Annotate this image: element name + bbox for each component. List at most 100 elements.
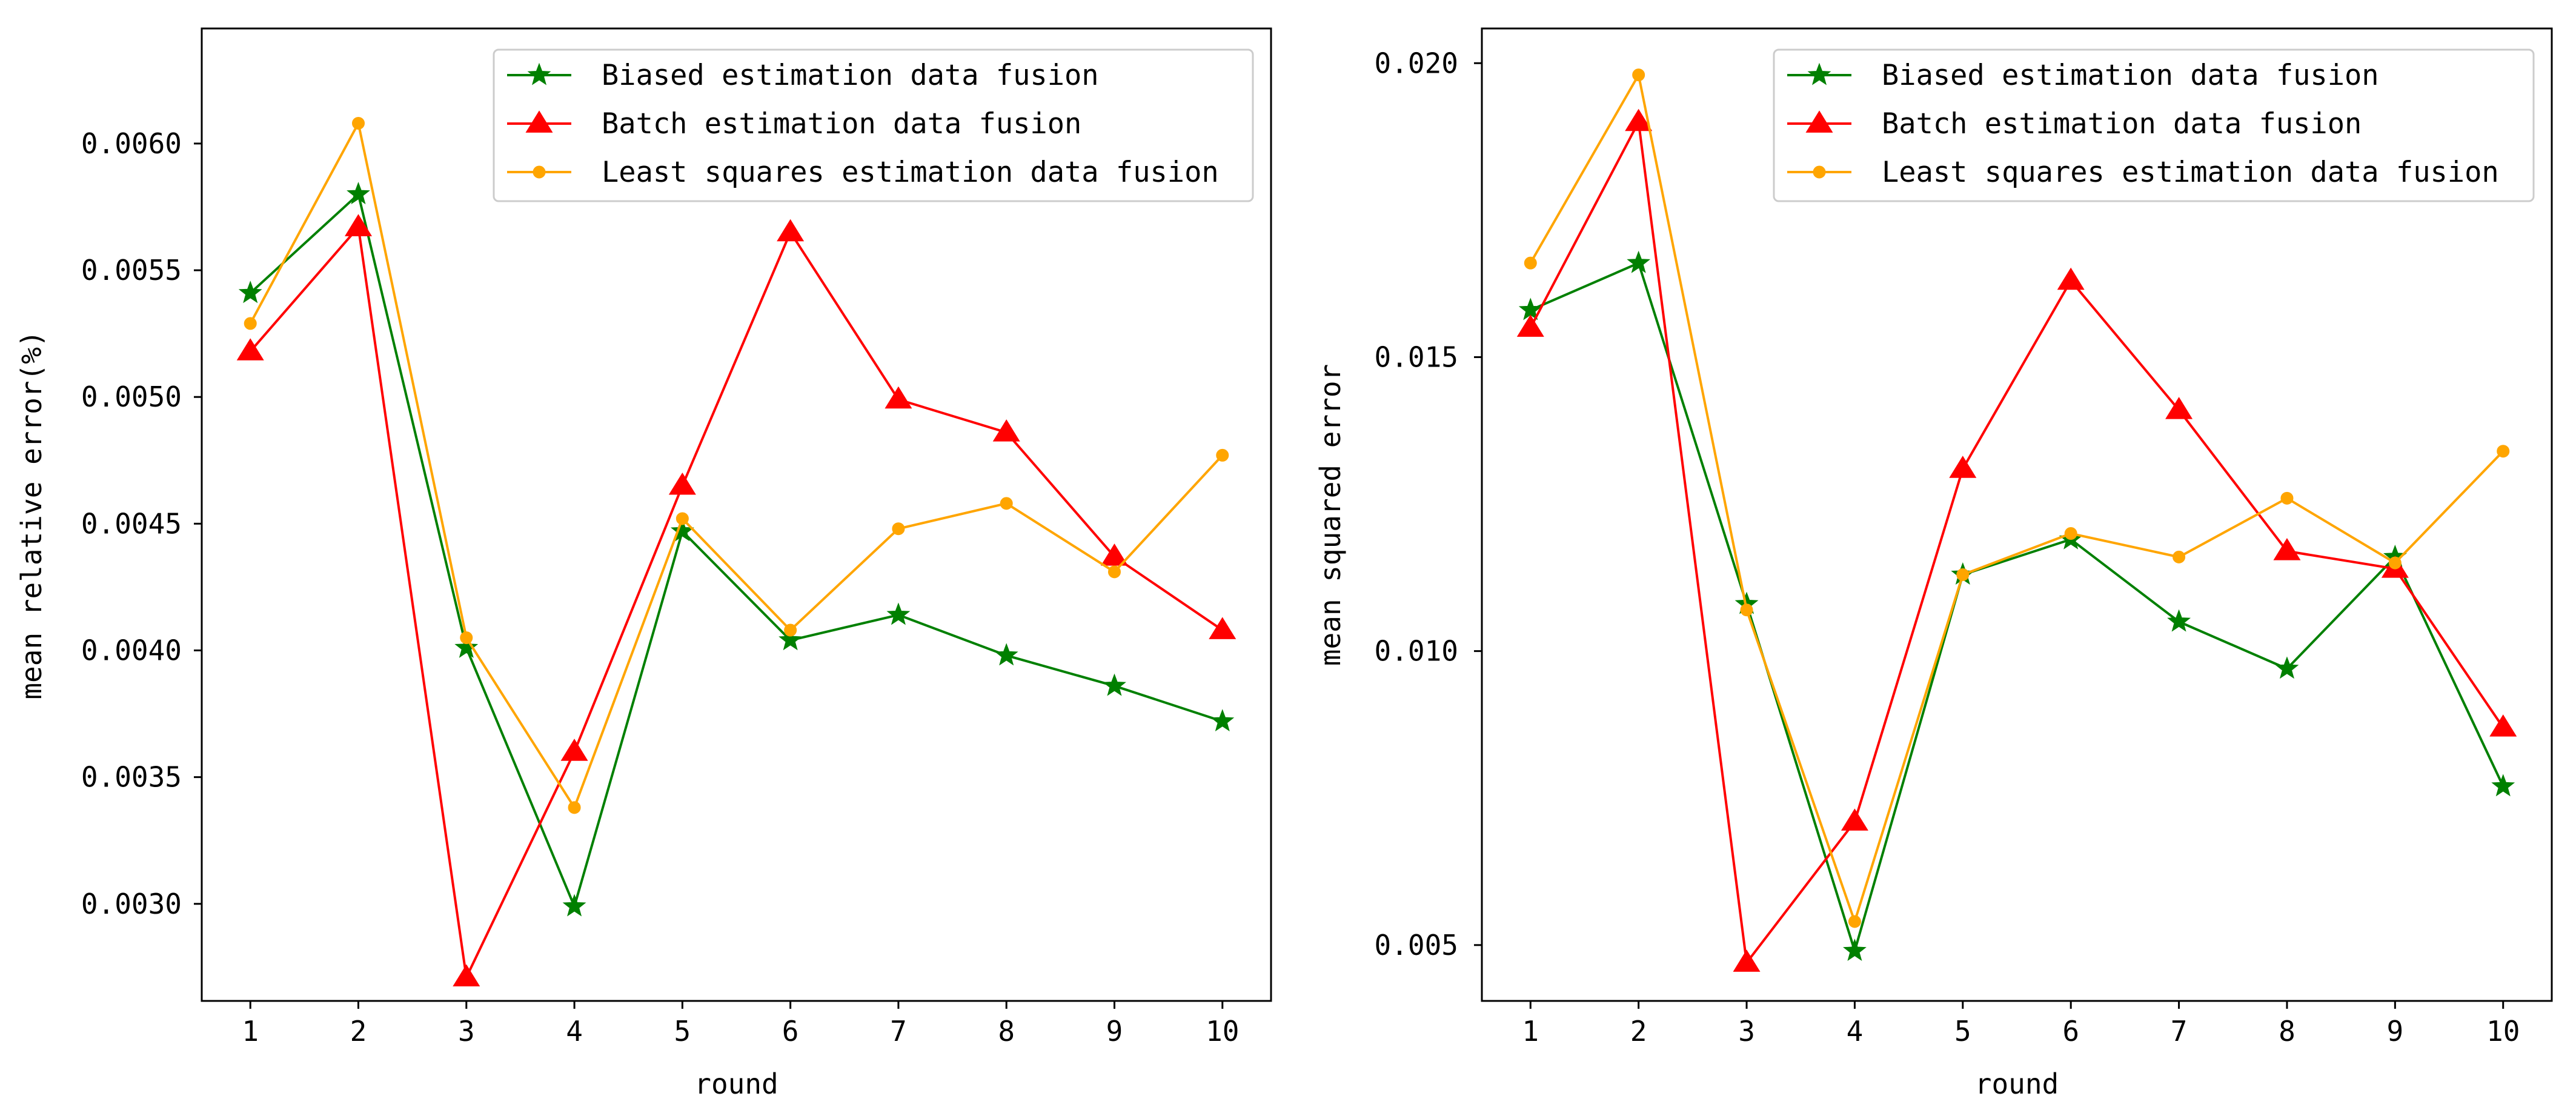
y-axis-label: mean relative error(%) xyxy=(15,330,48,699)
y-tick-label: 0.0030 xyxy=(81,888,182,920)
data-point xyxy=(777,219,805,242)
x-tick-label: 7 xyxy=(2171,1015,2188,1048)
data-point xyxy=(668,472,696,495)
data-point xyxy=(1632,68,1645,82)
y-tick-label: 0.0040 xyxy=(81,634,182,666)
data-point xyxy=(568,801,581,814)
x-tick-label: 10 xyxy=(1206,1015,1239,1048)
data-point xyxy=(352,116,365,130)
data-point xyxy=(244,317,257,330)
legend-label: Least squares estimation data fusion xyxy=(602,156,1219,189)
series-dot xyxy=(1524,68,2510,928)
x-tick-label: 4 xyxy=(1847,1015,1864,1048)
data-point xyxy=(2167,609,2191,632)
data-point xyxy=(1956,568,1970,581)
x-tick-label: 1 xyxy=(1522,1015,1539,1048)
data-point xyxy=(1100,543,1128,566)
data-point xyxy=(2280,491,2294,505)
y-tick-label: 0.0035 xyxy=(81,761,182,794)
y-tick-label: 0.0050 xyxy=(81,380,182,413)
data-point xyxy=(1740,603,1753,617)
x-tick-label: 2 xyxy=(1630,1015,1647,1048)
data-point xyxy=(892,522,905,536)
legend-label: Biased estimation data fusion xyxy=(602,59,1099,92)
data-point xyxy=(2497,445,2510,458)
data-point xyxy=(236,338,264,360)
plot-frame xyxy=(201,27,1272,1002)
x-tick-label: 8 xyxy=(2279,1015,2295,1048)
data-point xyxy=(1524,256,1537,270)
data-point xyxy=(784,623,797,637)
data-point xyxy=(1210,709,1235,732)
data-point xyxy=(1848,915,1861,928)
data-point xyxy=(1107,565,1121,579)
x-tick-label: 7 xyxy=(890,1015,907,1048)
data-point xyxy=(454,635,479,658)
y-tick-label: 0.0055 xyxy=(81,254,182,287)
data-point xyxy=(460,631,473,645)
legend-marker xyxy=(525,110,553,133)
data-point xyxy=(886,602,911,625)
legend-marker xyxy=(1813,165,1826,179)
x-tick-label: 3 xyxy=(1738,1015,1755,1048)
data-point xyxy=(1103,673,1126,696)
data-point xyxy=(1627,250,1651,273)
data-point xyxy=(1841,808,1868,831)
data-point xyxy=(778,628,803,651)
legend-marker xyxy=(533,165,546,179)
data-point xyxy=(2489,714,2517,737)
series-star xyxy=(238,182,1235,917)
legend: Biased estimation data fusion Batch estim… xyxy=(493,48,1254,202)
data-point xyxy=(2388,556,2402,570)
legend-marker xyxy=(1807,62,1831,85)
data-point xyxy=(2275,656,2299,679)
data-point xyxy=(1842,939,1867,962)
series-line xyxy=(249,122,1224,809)
x-tick-label: 6 xyxy=(2062,1015,2079,1048)
series-dot xyxy=(244,116,1229,814)
data-point xyxy=(1625,108,1653,131)
legend-label: Least squares estimation data fusion xyxy=(1882,156,2499,189)
data-point xyxy=(994,643,1018,666)
data-point xyxy=(347,182,370,205)
y-tick-label: 0.0060 xyxy=(81,127,182,160)
data-point xyxy=(345,214,373,236)
plot-frame xyxy=(1481,27,2553,1002)
data-point xyxy=(676,512,689,525)
data-point xyxy=(992,419,1020,442)
data-point xyxy=(1516,314,1544,337)
legend-label: Biased estimation data fusion xyxy=(1882,59,2379,92)
data-point xyxy=(2064,527,2077,540)
y-tick-label: 0.005 xyxy=(1375,929,1458,962)
x-tick-label: 9 xyxy=(2386,1015,2403,1048)
series-line xyxy=(249,193,1223,908)
chart-panel-1: 1 2 3 4 5 6 7 8 9 10 0.0030 0.0035 0.0040 0.0045 0.005… xyxy=(15,27,1272,1100)
legend-marker xyxy=(527,62,551,85)
x-tick-label: 8 xyxy=(998,1015,1015,1048)
data-point xyxy=(885,386,912,409)
x-tick-label: 2 xyxy=(350,1015,367,1048)
data-point xyxy=(1949,456,1977,478)
legend-label: Batch estimation data fusion xyxy=(1882,107,2362,141)
data-point xyxy=(560,739,588,761)
y-tick-label: 0.010 xyxy=(1375,635,1458,668)
x-tick-label: 1 xyxy=(242,1015,259,1048)
chart-panel-2: 1 2 3 4 5 6 7 8 9 10 0.005 0.010 0.015 0.020 round mean… xyxy=(1314,27,2553,1100)
data-point xyxy=(2273,538,2301,560)
legend: Biased estimation data fusion Batch estim… xyxy=(1773,48,2535,202)
x-axis-label: round xyxy=(1975,1068,2059,1100)
y-tick-label: 0.015 xyxy=(1375,341,1458,373)
data-point xyxy=(1209,617,1237,639)
x-tick-label: 4 xyxy=(566,1015,583,1048)
legend-box xyxy=(493,48,1254,202)
series-triangle xyxy=(1516,108,2517,972)
data-point xyxy=(562,894,586,917)
data-point xyxy=(2165,397,2193,419)
legend-box xyxy=(1773,48,2535,202)
x-tick-label: 9 xyxy=(1106,1015,1123,1048)
data-point xyxy=(453,964,480,986)
x-tick-label: 5 xyxy=(1954,1015,1971,1048)
data-point xyxy=(2057,267,2085,290)
series-line xyxy=(1529,121,2505,964)
